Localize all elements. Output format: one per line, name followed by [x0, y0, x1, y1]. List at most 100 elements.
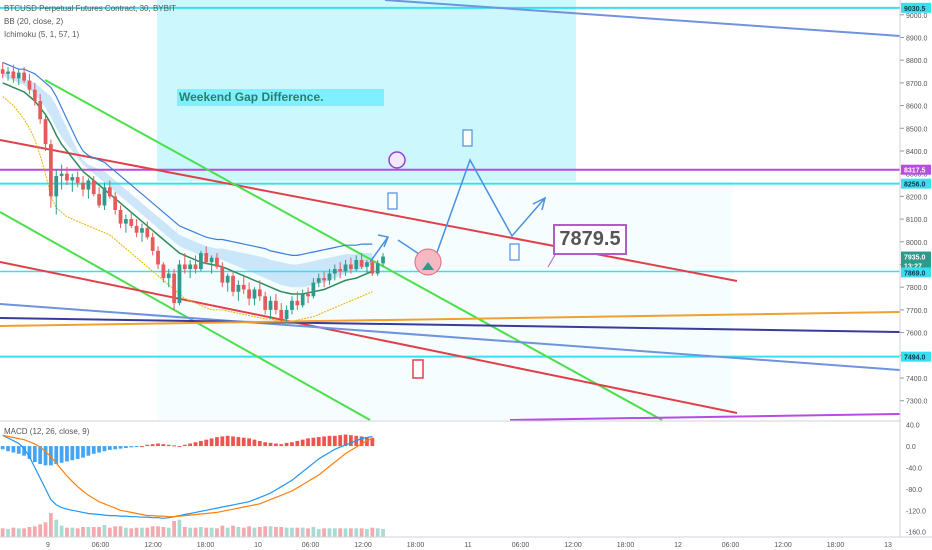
- candle-body: [172, 273, 176, 304]
- legend-macd: MACD (12, 26, close, 9): [4, 427, 90, 436]
- macd-histogram-bar: [118, 446, 123, 449]
- price-badge-label: 7869.0: [904, 270, 926, 277]
- volume-bar: [161, 527, 166, 537]
- volume-bar: [70, 527, 75, 537]
- arrow-head-main: [532, 196, 547, 211]
- candle-body: [204, 253, 209, 263]
- red-trendline-upper: [0, 139, 738, 282]
- price-tick-label: 8100.0: [906, 217, 928, 224]
- price-tick-label: 7400.0: [906, 376, 928, 383]
- candle-body: [338, 269, 343, 272]
- candle-body: [32, 89, 37, 102]
- macd-histogram-bar: [236, 437, 241, 447]
- volume-bar: [38, 524, 43, 537]
- macd-histogram-bar: [209, 438, 214, 447]
- candle-body: [86, 180, 91, 190]
- volume-bar: [16, 528, 21, 537]
- macd-histogram-bar: [172, 445, 176, 447]
- macd-histogram-bar: [215, 437, 219, 447]
- volume-bar: [182, 527, 187, 537]
- candle-body: [134, 225, 139, 233]
- candle-body: [150, 237, 155, 251]
- candle-body: [370, 262, 375, 274]
- macd-histogram-bar: [97, 446, 101, 453]
- volume-bar: [0, 528, 5, 537]
- candle-body: [252, 289, 257, 299]
- candle-body: [215, 257, 219, 267]
- price-badge: [901, 251, 931, 262]
- candle-body: [124, 219, 128, 224]
- price-badge-label: 7494.0: [904, 355, 926, 362]
- macd-histogram-bar: [161, 444, 166, 447]
- green-trendline-lower: [0, 211, 371, 421]
- candle-body: [91, 180, 96, 195]
- candle-body: [359, 259, 364, 267]
- volume-bar: [220, 525, 225, 537]
- volume-bar: [129, 528, 134, 537]
- candle-body: [129, 219, 134, 226]
- volume-bar: [322, 528, 326, 537]
- volume-bar: [118, 526, 123, 537]
- volume-bar: [332, 528, 337, 537]
- price-tick-label: 8800.0: [906, 58, 928, 65]
- candle-body: [316, 278, 321, 283]
- macd-histogram-bar: [32, 446, 37, 463]
- time-tick-label: 12:00: [564, 542, 582, 549]
- candle-body: [257, 289, 262, 297]
- candle-body: [290, 300, 294, 310]
- macd-histogram-bar: [156, 443, 160, 447]
- volume-bar: [166, 527, 171, 537]
- candle-body: [11, 71, 16, 79]
- smiley-icon: [388, 151, 406, 169]
- macd-histogram-bar: [365, 437, 369, 447]
- macd-histogram-bar: [150, 444, 155, 447]
- candle-body: [75, 177, 80, 183]
- volume-bar: [102, 525, 107, 537]
- volume-bar: [91, 527, 96, 537]
- candle-body: [279, 309, 284, 319]
- macd-histogram-bar: [327, 435, 332, 447]
- time-tick-label: 12:00: [144, 542, 162, 549]
- candle-body: [113, 196, 118, 210]
- candle-body: [156, 250, 160, 265]
- candle-body: [70, 177, 75, 181]
- volume-bar: [225, 527, 230, 537]
- candle-body: [322, 278, 326, 281]
- macd-histogram-bar: [16, 446, 21, 454]
- volume-bar: [54, 519, 59, 537]
- volume-bar: [241, 527, 246, 537]
- hand-icon-2: [462, 129, 473, 147]
- price-badge-label: 8317.5: [904, 168, 926, 175]
- macd-histogram-bar: [65, 446, 69, 462]
- volume-bar: [343, 528, 348, 537]
- candle-body: [49, 144, 53, 197]
- macd-line: [2, 434, 373, 519]
- macd-histogram-bar: [11, 446, 16, 453]
- candle-body: [295, 300, 300, 306]
- volume-bar: [204, 527, 209, 537]
- weekend-gap-annotation: Weekend Gap Difference.: [177, 89, 384, 106]
- macd-histogram-bar: [332, 435, 337, 447]
- macd-histogram-bar: [0, 446, 5, 450]
- macd-tick-label: 40.0: [906, 423, 920, 430]
- candle-body: [199, 253, 203, 270]
- price-badge: [901, 351, 931, 362]
- candle-body: [16, 72, 21, 79]
- arrow-path-1: [369, 236, 389, 263]
- volume-bar: [150, 526, 155, 537]
- price-tick-label: 7700.0: [906, 308, 928, 315]
- volume-bar: [86, 527, 91, 537]
- hand-icon-3: [509, 243, 520, 261]
- candle-body: [166, 273, 171, 279]
- price-tick-label: 7800.0: [906, 285, 928, 292]
- volume-bar: [6, 529, 10, 537]
- macd-tick-label: -80.0: [906, 487, 922, 494]
- candle-body: [354, 259, 359, 270]
- candle-body: [343, 264, 348, 272]
- candle-body: [22, 72, 26, 81]
- macd-histogram-bar: [113, 446, 118, 450]
- candle-body: [375, 263, 380, 274]
- macd-histogram-bar: [6, 446, 10, 452]
- bb-upper-line: [2, 61, 373, 256]
